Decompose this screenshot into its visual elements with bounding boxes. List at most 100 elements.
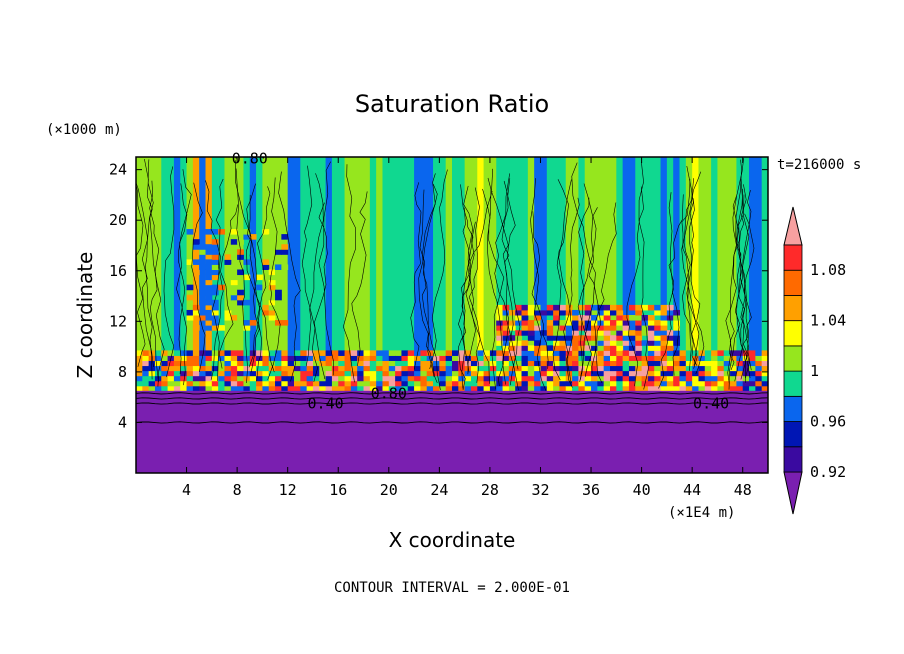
field-cell — [382, 365, 390, 372]
field-cell — [546, 370, 554, 377]
field-cell — [319, 350, 327, 356]
field-cell — [603, 365, 611, 372]
field-cell — [224, 309, 232, 316]
field-cell — [527, 365, 535, 372]
field-cell — [268, 385, 276, 392]
field-cell — [502, 380, 510, 387]
field-cell — [723, 355, 731, 362]
field-cell — [458, 360, 466, 367]
field-cell — [616, 375, 624, 382]
field-cell — [142, 375, 150, 382]
field-cell — [205, 269, 213, 276]
field-cell — [660, 320, 668, 326]
field-cell — [559, 345, 567, 351]
field-cell — [622, 304, 630, 311]
field-cell — [426, 385, 434, 392]
field-cell — [749, 370, 756, 377]
field-cell — [382, 350, 390, 356]
field-cell — [199, 315, 207, 321]
field-cell — [167, 360, 175, 367]
field-cell — [610, 345, 617, 351]
contour-line — [278, 171, 301, 382]
field-cell — [641, 350, 649, 356]
field-cell — [262, 309, 270, 316]
field-cell — [584, 370, 592, 377]
field-cell — [565, 355, 573, 362]
field-cell — [186, 375, 194, 382]
field-cell — [496, 360, 504, 367]
field-cell — [262, 370, 270, 377]
field-cell — [496, 320, 504, 326]
field-cell — [275, 269, 282, 276]
field-cell — [363, 385, 371, 392]
field-cell — [553, 304, 560, 311]
field-cell — [281, 157, 289, 353]
field-cell — [628, 365, 636, 372]
field-cell — [540, 345, 548, 351]
field-cell — [376, 355, 383, 362]
field-cell — [572, 330, 579, 336]
y-tick-label: 20 — [109, 211, 127, 229]
field-cell — [180, 365, 188, 372]
field-cell — [186, 309, 194, 316]
field-cell — [395, 380, 402, 387]
field-cell — [268, 284, 276, 291]
field-cell — [755, 360, 763, 367]
field-cell — [433, 157, 440, 353]
field-cell — [647, 375, 655, 382]
field-cell — [635, 355, 643, 362]
field-cell — [603, 385, 611, 392]
field-cell — [679, 385, 687, 392]
field-cell — [382, 380, 390, 387]
field-cell — [622, 380, 630, 387]
field-cell — [331, 385, 339, 392]
field-cell — [597, 345, 605, 351]
x-tick-label: 40 — [633, 481, 651, 499]
field-cell — [268, 274, 276, 281]
field-cell — [237, 320, 244, 326]
field-cell — [262, 294, 270, 301]
field-cell — [559, 335, 567, 341]
field-cell — [603, 345, 611, 351]
field-cell — [515, 320, 523, 326]
field-cell — [704, 375, 712, 382]
field-cell — [730, 380, 737, 387]
field-cell — [230, 229, 238, 235]
field-cell — [654, 309, 662, 316]
y-axis-label: Z coordinate — [73, 252, 97, 379]
field-cell — [388, 360, 396, 367]
contour-line — [686, 165, 698, 366]
field-cell — [666, 340, 674, 346]
field-cell — [167, 365, 175, 372]
field-cell — [527, 325, 535, 331]
field-cell — [761, 370, 768, 377]
field-cell — [489, 350, 497, 356]
contour-line — [658, 192, 674, 389]
field-cell — [224, 355, 232, 362]
field-cell — [622, 315, 630, 321]
field-cell — [350, 360, 358, 367]
field-cell — [142, 365, 150, 372]
field-cell — [508, 360, 516, 367]
field-cell — [723, 375, 731, 382]
field-cell — [205, 325, 213, 331]
field-cell — [262, 315, 270, 321]
field-cell — [521, 350, 529, 356]
field-cell — [243, 350, 251, 356]
field-cell — [148, 355, 156, 362]
field-cell — [508, 335, 516, 341]
field-cell — [180, 375, 188, 382]
field-cell — [685, 350, 693, 356]
field-cell — [603, 340, 611, 346]
field-cell — [515, 355, 523, 362]
field-cell — [312, 385, 320, 392]
field-cell — [647, 350, 655, 356]
colorbar-segment — [783, 370, 803, 397]
field-cell — [230, 284, 238, 291]
field-cell — [591, 315, 598, 321]
plot-frame — [135, 156, 769, 474]
field-cell — [610, 375, 617, 382]
contour-line — [246, 194, 275, 373]
field-cell — [660, 360, 668, 367]
